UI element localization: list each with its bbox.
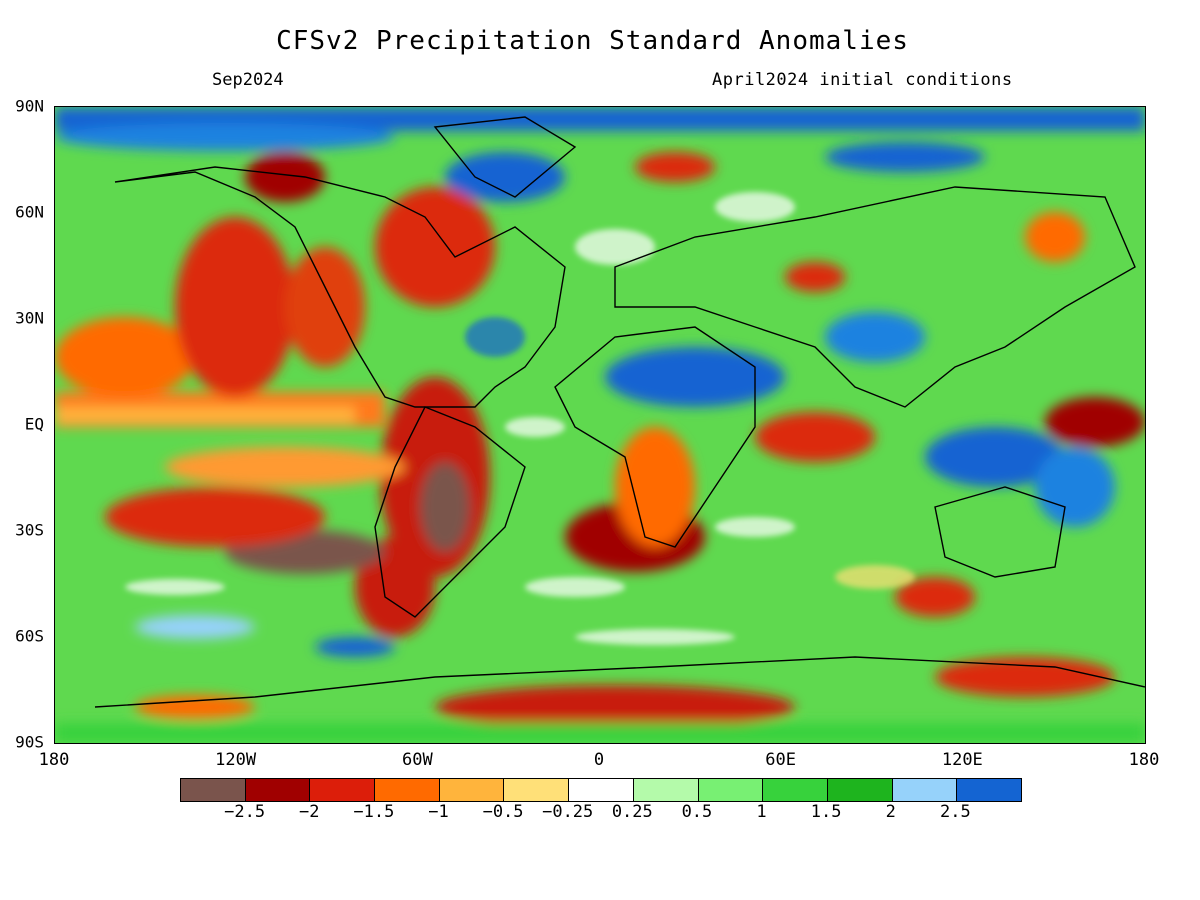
lon-tick-label: 180: [1128, 750, 1160, 770]
lat-tick-label: 90N: [15, 96, 44, 116]
colorbar-label: −1: [428, 802, 449, 822]
colorbar-swatch: [827, 779, 893, 801]
lon-tick-label: 180: [38, 750, 70, 770]
forecast-month: Sep2024: [212, 70, 284, 90]
colorbar-label: 1.5: [810, 802, 842, 822]
lat-tick-label: 30S: [15, 520, 44, 540]
colorbar-swatch: [375, 779, 440, 801]
colorbar-swatch: [957, 779, 1021, 801]
colorbar-label: 1: [756, 802, 767, 822]
lon-tick-label: 0: [593, 750, 605, 770]
colorbar-swatch: [763, 779, 828, 801]
colorbar-label: 0.5: [681, 802, 713, 822]
colorbar: [180, 778, 1022, 802]
lat-tick-label: 90S: [15, 732, 44, 752]
anomaly-field: [55, 107, 1145, 743]
colorbar-label: 0.25: [611, 802, 653, 822]
colorbar-swatch: [310, 779, 376, 801]
lon-tick-label: 120W: [215, 750, 257, 770]
colorbar-swatch: [892, 779, 958, 801]
lat-tick-label: 60N: [15, 202, 44, 222]
lat-tick-label: EQ: [24, 414, 44, 434]
colorbar-swatch: [181, 779, 246, 801]
map-title: CFSv2 Precipitation Standard Anomalies: [276, 26, 909, 56]
colorbar-label: −0.25: [542, 802, 594, 822]
colorbar-swatch: [504, 779, 570, 801]
colorbar-label: −2.5: [224, 802, 266, 822]
initial-conditions: April2024 initial conditions: [712, 70, 1013, 90]
colorbar-label: −2: [298, 802, 320, 822]
colorbar-swatch: [439, 779, 505, 801]
anomaly-map: [54, 106, 1146, 744]
anomaly-speckle: [125, 192, 915, 645]
coastlines: [94, 116, 1145, 708]
colorbar-label: −0.5: [482, 802, 524, 822]
lon-tick-label: 60W: [401, 750, 433, 770]
colorbar-swatch: [569, 779, 634, 801]
lon-tick-label: 120E: [941, 750, 983, 770]
colorbar-swatch: [698, 779, 764, 801]
lat-tick-label: 30N: [15, 308, 44, 328]
colorbar-swatch: [245, 779, 311, 801]
colorbar-label: −1.5: [353, 802, 395, 822]
lat-tick-label: 60S: [15, 626, 44, 646]
lon-tick-label: 60E: [765, 750, 797, 770]
colorbar-label: 2.5: [940, 802, 971, 822]
colorbar-swatch: [633, 779, 699, 801]
colorbar-label: 2: [885, 802, 896, 822]
